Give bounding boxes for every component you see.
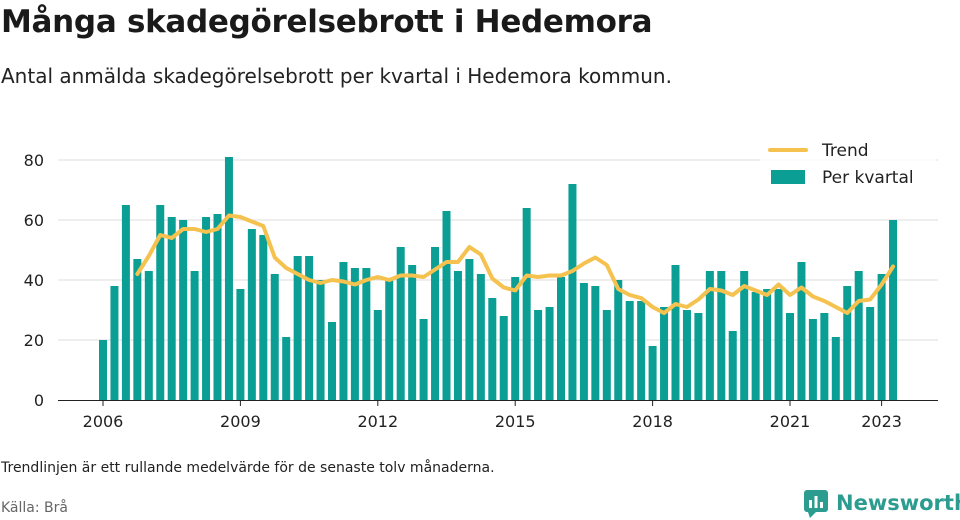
legend-swatch-bar (771, 170, 805, 184)
bar (579, 283, 588, 400)
bar (534, 310, 543, 400)
bar (236, 289, 245, 400)
x-tick-label: 2015 (495, 412, 536, 431)
bar (270, 274, 279, 400)
bar (476, 274, 485, 400)
trend-line (135, 213, 896, 315)
legend-label: Trend (821, 141, 869, 161)
bar (396, 247, 405, 400)
bar-series (99, 157, 898, 400)
bar (99, 340, 107, 400)
chart-title: Många skadegörelsebrott i Hedemora (1, 4, 653, 40)
brand-name: Newsworthy (836, 491, 960, 515)
bar (373, 310, 382, 400)
y-tick-label: 80 (24, 151, 44, 170)
bar (133, 259, 142, 400)
bar (190, 271, 199, 400)
bar (877, 274, 886, 400)
chart-area: 0 20 40 60 80 2006 2009 2012 2015 2018 2021 2023 T… (23, 138, 938, 431)
bar (465, 259, 474, 400)
bar (488, 298, 497, 400)
x-axis-ticks: 2006 2009 2012 2015 2018 2021 2023 (83, 400, 902, 431)
legend-label: Per kvartal (822, 168, 914, 188)
bar (213, 214, 222, 400)
bar (591, 286, 600, 400)
bar (167, 217, 176, 400)
y-tick-label: 60 (24, 211, 44, 230)
bar (671, 265, 680, 400)
bar (545, 307, 554, 400)
bar (511, 277, 520, 400)
bar (328, 322, 336, 400)
bar (224, 157, 233, 400)
bar (854, 271, 863, 400)
bar (305, 256, 314, 400)
x-tick-label: 2012 (357, 412, 398, 431)
bar (282, 337, 291, 400)
bar (144, 271, 153, 400)
bar (740, 271, 749, 400)
y-axis-ticks: 0 20 40 60 80 (24, 151, 44, 410)
x-tick-label: 2006 (83, 412, 124, 431)
bar (820, 313, 829, 400)
bar (786, 313, 794, 400)
bar (385, 280, 394, 400)
bar (637, 301, 646, 400)
bar (121, 205, 130, 400)
x-tick-label: 2021 (770, 412, 811, 431)
y-tick-label: 40 (24, 271, 44, 290)
bar (293, 256, 302, 400)
newsworthy-logo-icon (804, 490, 828, 518)
bar (808, 319, 817, 400)
bar (614, 280, 623, 400)
bar (316, 280, 325, 400)
bar (419, 319, 428, 400)
bar (350, 268, 359, 400)
bar (625, 301, 634, 400)
bar (889, 220, 898, 400)
bar (648, 346, 657, 400)
bar (763, 289, 772, 400)
bar (110, 286, 119, 400)
bar (660, 307, 669, 400)
bar (694, 313, 703, 400)
bar (682, 310, 691, 400)
bar (843, 286, 852, 400)
source-label: Källa: Brå (1, 500, 68, 516)
bar (717, 271, 726, 400)
bar (557, 277, 565, 400)
footnote: Trendlinjen är ett rullande medelvärde f… (1, 460, 495, 476)
bar (522, 208, 531, 400)
bar (362, 268, 371, 400)
bar (866, 307, 875, 400)
bar (431, 247, 440, 400)
bar (831, 337, 840, 400)
bar (339, 262, 348, 400)
brand-logo: Newsworthy (804, 488, 960, 518)
x-tick-label: 2023 (861, 412, 902, 431)
chart-subtitle: Antal anmälda skadegörelsebrott per kvar… (1, 64, 672, 88)
bar (705, 271, 714, 400)
bar (499, 316, 508, 400)
bar (247, 229, 256, 400)
bar (453, 271, 462, 400)
bar (259, 235, 268, 400)
x-tick-label: 2018 (632, 412, 673, 431)
bar (568, 184, 577, 400)
bar (728, 331, 737, 400)
bar (202, 217, 211, 400)
y-tick-label: 20 (24, 331, 44, 350)
x-tick-label: 2009 (220, 412, 261, 431)
legend: Trend Per kvartal (760, 138, 936, 192)
bar (797, 262, 806, 400)
bar (156, 205, 165, 400)
bar (774, 289, 783, 400)
bar (408, 265, 417, 400)
y-tick-label: 0 (34, 391, 44, 410)
bar (751, 292, 760, 400)
bar (179, 220, 188, 400)
bar (442, 211, 451, 400)
bar (602, 310, 611, 400)
